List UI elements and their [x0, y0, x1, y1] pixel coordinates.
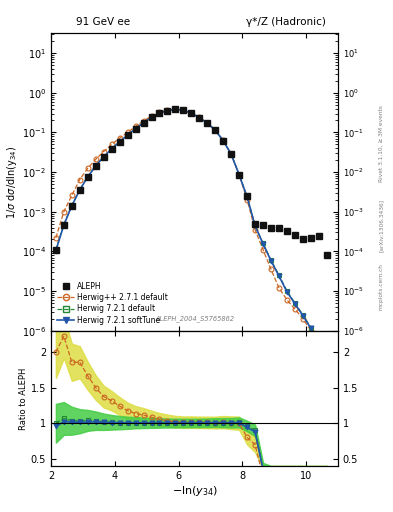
Y-axis label: 1/$\sigma$ d$\sigma$/dln(y$_{34}$): 1/$\sigma$ d$\sigma$/dln(y$_{34}$)	[5, 145, 19, 219]
Y-axis label: Ratio to ALEPH: Ratio to ALEPH	[19, 367, 28, 430]
Text: mcplots.cern.ch: mcplots.cern.ch	[379, 263, 384, 310]
Text: [arXiv:1306.3436]: [arXiv:1306.3436]	[379, 199, 384, 252]
Text: γ*/Z (Hadronic): γ*/Z (Hadronic)	[246, 17, 326, 27]
Text: Rivet 3.1.10, ≥ 3M events: Rivet 3.1.10, ≥ 3M events	[379, 105, 384, 182]
Legend: ALEPH, Herwig++ 2.7.1 default, Herwig 7.2.1 default, Herwig 7.2.1 softTune: ALEPH, Herwig++ 2.7.1 default, Herwig 7.…	[55, 280, 170, 327]
X-axis label: $-\ln(y_{34})$: $-\ln(y_{34})$	[171, 483, 218, 498]
Text: 91 GeV ee: 91 GeV ee	[76, 17, 130, 27]
Text: ALEPH_2004_S5765862: ALEPH_2004_S5765862	[155, 315, 234, 322]
